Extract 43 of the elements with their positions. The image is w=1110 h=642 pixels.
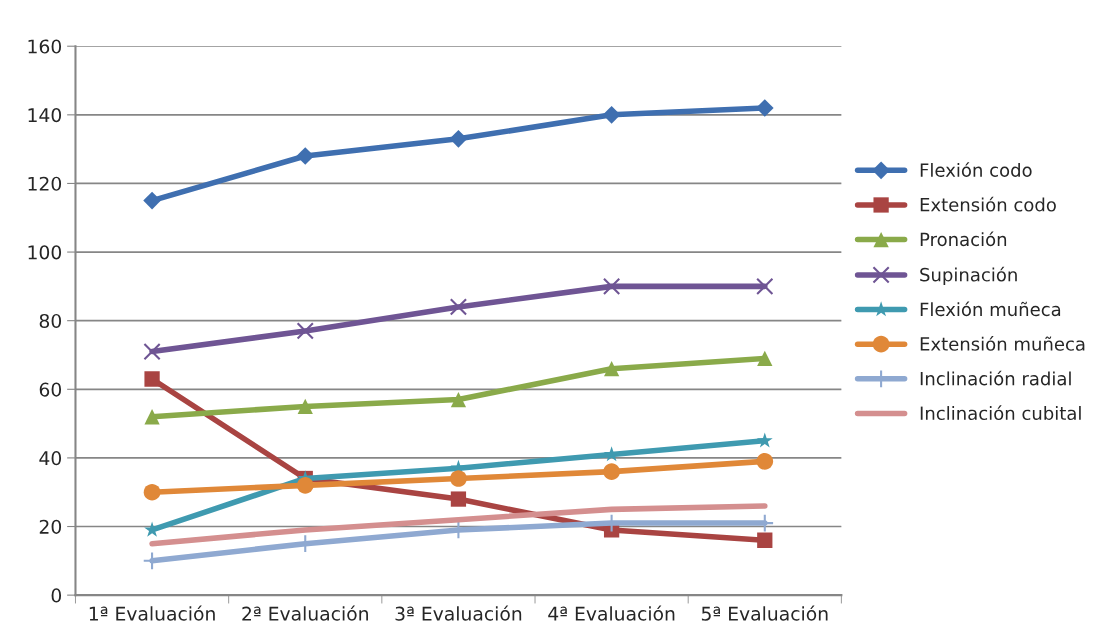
legend-label: Pronación: [920, 231, 1007, 247]
y-tick-label: 160: [28, 39, 62, 54]
point: [449, 298, 468, 316]
point: [143, 483, 161, 501]
y-tick-label: 140: [28, 108, 62, 123]
legend-label: Extensión codo: [920, 196, 1056, 212]
legend-label: Extensión muñeca: [920, 336, 1085, 351]
point: [449, 130, 468, 148]
y-tick-label: 80: [39, 313, 62, 329]
x-tick-label: 2ª Evaluación: [242, 605, 368, 621]
legend-label: Flexión codo: [920, 162, 1032, 177]
point: [144, 371, 160, 387]
point: [450, 470, 467, 487]
y-tick-label: 20: [39, 519, 62, 534]
x-tick-label: 4ª Evaluación: [548, 605, 675, 621]
point: [756, 432, 773, 448]
point: [756, 453, 774, 470]
legend-label: Flexión muñeca: [920, 301, 1061, 317]
point: [296, 322, 314, 340]
y-tick-label: 60: [39, 382, 62, 397]
point: [757, 532, 773, 548]
y-tick-label: 120: [28, 176, 62, 191]
legend-label: Inclinación cubital: [920, 405, 1081, 421]
point: [297, 398, 313, 415]
x-tick-label: 3ª Evaluación: [395, 605, 522, 621]
y-tick-label: 100: [28, 245, 62, 260]
point: [756, 277, 774, 296]
x-tick-label: 5ª Evaluación: [701, 605, 828, 621]
y-tick-label: 40: [39, 451, 62, 466]
point: [603, 463, 620, 480]
point: [143, 191, 161, 210]
point: [450, 391, 467, 408]
y-tick-label: 0: [51, 588, 62, 603]
point: [450, 491, 467, 507]
point: [602, 277, 621, 296]
point: [296, 477, 314, 494]
point: [143, 342, 161, 361]
legend-label: Supinación: [920, 266, 1017, 286]
legend-label: Inclinación radial: [920, 370, 1071, 386]
point: [603, 361, 620, 377]
point: [757, 350, 773, 367]
x-tick-label: 1ª Evaluación: [89, 605, 215, 621]
point: [144, 409, 160, 425]
